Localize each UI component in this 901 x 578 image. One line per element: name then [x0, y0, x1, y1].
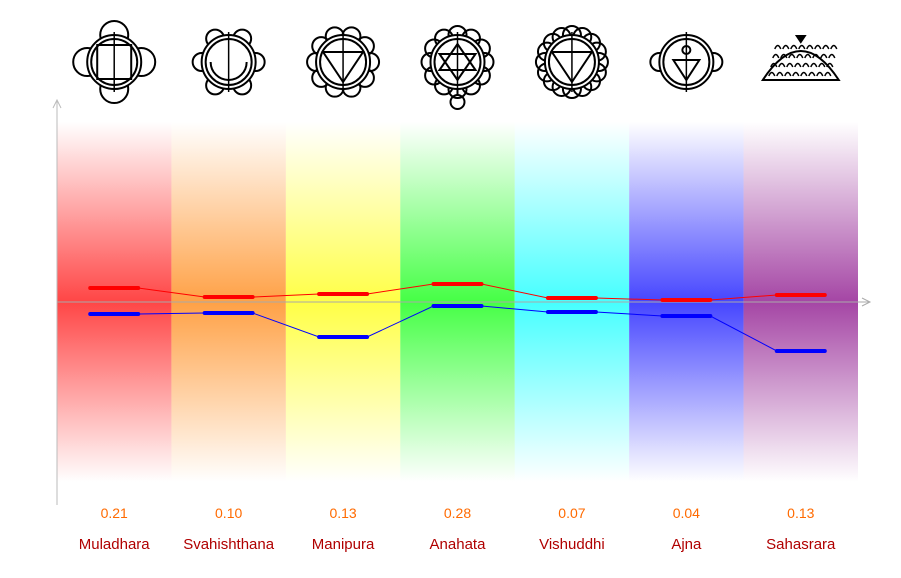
value-label: 0.10 — [215, 505, 242, 521]
manipura-yantra-icon — [306, 26, 381, 98]
category-label: Sahasrara — [766, 536, 836, 553]
value-label: 0.07 — [558, 505, 585, 521]
sahasrara-lotus-icon — [760, 35, 841, 81]
vishuddha-yantra-icon — [534, 25, 609, 99]
value-label: 0.13 — [329, 505, 356, 521]
x-axis-arrow — [861, 297, 872, 307]
value-label: 0.04 — [673, 505, 700, 521]
category-label: Manipura — [312, 536, 375, 553]
y-axis-arrow — [52, 98, 62, 109]
category-label: Svahishthana — [183, 536, 275, 553]
value-label: 0.13 — [787, 505, 814, 521]
muladhara-yantra-icon — [72, 20, 157, 104]
category-label: Vishuddhi — [539, 536, 605, 553]
value-label: 0.28 — [444, 505, 471, 521]
value-label: 0.21 — [101, 505, 128, 521]
category-label: Muladhara — [79, 536, 151, 553]
category-label: Ajna — [671, 536, 702, 553]
ajna-yantra-icon — [649, 32, 724, 92]
anahata-yantra-icon — [420, 25, 495, 110]
category-label: Anahata — [430, 536, 487, 553]
svadhisthana-yantra-icon — [191, 28, 266, 96]
